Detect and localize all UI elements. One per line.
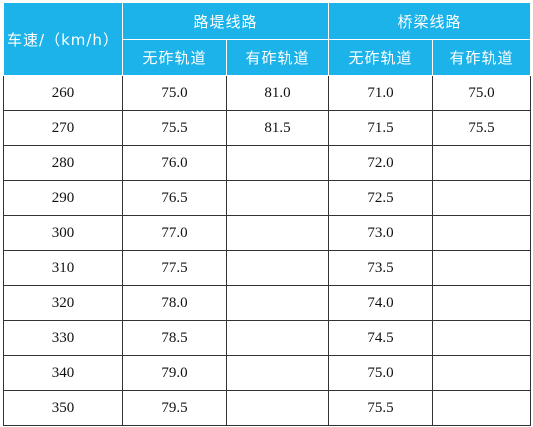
value-cell [432,355,532,391]
table-row: 290 76.5 72.5 [3,180,532,216]
speed-cell: 330 [3,320,123,356]
speed-cell: 350 [3,390,123,426]
value-cell: 78.0 [122,285,227,321]
value-cell: 75.5 [432,110,532,146]
column-header: 有砟轨道 [432,39,532,76]
value-cell: 73.5 [328,250,434,286]
value-cell [432,250,532,286]
value-cell [225,180,330,216]
speed-cell: 340 [3,355,123,391]
value-cell [225,250,330,286]
table-row: 300 77.0 73.0 [3,215,532,251]
value-cell: 75.5 [122,110,227,146]
column-header: 有砟轨道 [225,39,330,76]
table-row: 280 76.0 72.0 [3,145,532,181]
speed-cell: 260 [3,75,123,111]
value-cell: 79.0 [122,355,227,391]
speed-cell: 310 [3,250,123,286]
value-cell: 77.5 [122,250,227,286]
value-cell: 75.0 [328,355,434,391]
table-header: 车速/（km/h） 路堤线路 桥梁线路 无砟轨道 有砟轨道 无砟轨道 有砟轨道 [3,2,532,76]
value-cell [225,390,330,426]
value-cell: 73.0 [328,215,434,251]
value-cell: 71.5 [328,110,434,146]
value-cell [225,145,330,181]
value-cell: 75.5 [328,390,434,426]
value-cell: 75.0 [432,75,532,111]
value-cell [225,320,330,356]
value-cell [225,215,330,251]
table-row: 340 79.0 75.0 [3,355,532,391]
value-cell: 77.0 [122,215,227,251]
speed-cell: 280 [3,145,123,181]
value-cell: 71.0 [328,75,434,111]
table-body: 260 75.0 81.0 71.0 75.0 270 75.5 81.5 71.5 75.5 28… [3,75,532,426]
value-cell [432,390,532,426]
value-cell [432,285,532,321]
table-row: 260 75.0 81.0 71.0 75.0 [3,75,532,111]
speed-cell: 300 [3,215,123,251]
value-cell [225,285,330,321]
table-row: 270 75.5 81.5 71.5 75.5 [3,110,532,146]
speed-cell: 320 [3,285,123,321]
value-cell: 75.0 [122,75,227,111]
value-cell: 81.5 [225,110,330,146]
value-cell [225,355,330,391]
value-cell: 79.5 [122,390,227,426]
value-cell [432,145,532,181]
value-cell: 76.0 [122,145,227,181]
value-cell: 78.5 [122,320,227,356]
speed-cell: 290 [3,180,123,216]
speed-header: 车速/（km/h） [3,2,123,76]
value-cell [432,180,532,216]
table-row: 320 78.0 74.0 [3,285,532,321]
speed-cell: 270 [3,110,123,146]
table: 车速/（km/h） 路堤线路 桥梁线路 无砟轨道 有砟轨道 无砟轨道 有砟轨道 … [3,2,532,426]
column-header: 无砟轨道 [122,39,227,76]
value-cell [432,215,532,251]
value-cell: 81.0 [225,75,330,111]
group-header: 路堤线路 [121,2,330,40]
table-container: 车速/（km/h） 路堤线路 桥梁线路 无砟轨道 有砟轨道 无砟轨道 有砟轨道 … [3,2,532,426]
value-cell: 76.5 [122,180,227,216]
table-row: 350 79.5 75.5 [3,390,532,426]
value-cell [432,320,532,356]
column-header: 无砟轨道 [328,39,434,76]
value-cell: 72.5 [328,180,434,216]
table-row: 310 77.5 73.5 [3,250,532,286]
table-row: 330 78.5 74.5 [3,320,532,356]
value-cell: 72.0 [328,145,434,181]
value-cell: 74.5 [328,320,434,356]
group-header: 桥梁线路 [328,2,532,40]
value-cell: 74.0 [328,285,434,321]
